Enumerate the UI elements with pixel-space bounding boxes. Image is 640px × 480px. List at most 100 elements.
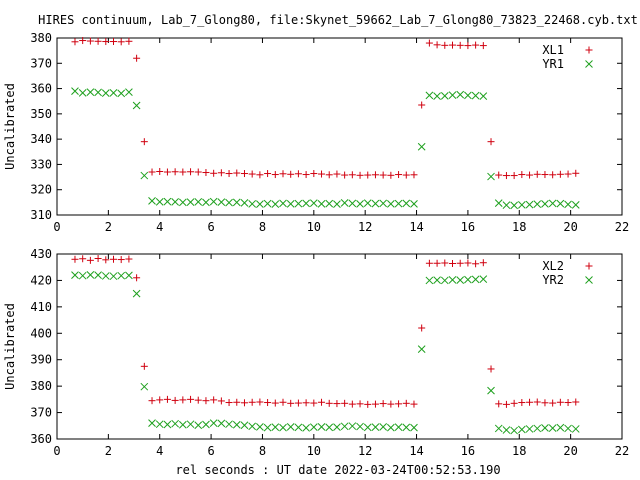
data-point bbox=[163, 168, 171, 176]
y-tick-label: 370 bbox=[30, 406, 52, 420]
data-point bbox=[294, 199, 303, 208]
data-point bbox=[155, 197, 164, 206]
data-point bbox=[194, 396, 202, 404]
data-point bbox=[271, 171, 279, 179]
x-tick-label: 4 bbox=[156, 220, 163, 234]
data-point bbox=[133, 54, 141, 62]
data-point bbox=[564, 399, 572, 407]
data-point bbox=[102, 256, 110, 264]
data-point bbox=[179, 396, 187, 404]
data-point bbox=[186, 198, 195, 206]
data-point bbox=[94, 254, 102, 262]
data-point bbox=[187, 395, 195, 403]
data-point bbox=[86, 271, 95, 279]
x-tick-label: 16 bbox=[461, 444, 475, 458]
y-tick-label: 320 bbox=[30, 183, 52, 197]
data-point bbox=[464, 275, 472, 284]
data-point bbox=[279, 423, 287, 432]
series-XL2 bbox=[71, 254, 580, 408]
x-tick-label: 6 bbox=[207, 444, 214, 458]
x-tick-label: 8 bbox=[259, 444, 266, 458]
data-point bbox=[410, 423, 418, 432]
data-point bbox=[256, 200, 264, 208]
data-point bbox=[294, 423, 303, 432]
x-tick-label: 6 bbox=[207, 220, 214, 234]
data-point bbox=[556, 398, 564, 406]
data-point bbox=[471, 91, 480, 100]
data-point bbox=[302, 199, 310, 208]
data-point bbox=[79, 37, 87, 45]
data-point bbox=[210, 169, 218, 177]
y-tick-label: 400 bbox=[30, 326, 52, 340]
data-point bbox=[548, 424, 557, 433]
data-point bbox=[117, 38, 125, 46]
data-point bbox=[518, 171, 526, 179]
data-point bbox=[264, 170, 272, 178]
data-point bbox=[533, 170, 541, 178]
data-point bbox=[287, 399, 295, 407]
data-point bbox=[479, 275, 488, 283]
data-point bbox=[202, 420, 210, 429]
data-point bbox=[256, 398, 264, 406]
data-point bbox=[148, 168, 156, 176]
x-tick-label: 2 bbox=[105, 444, 112, 458]
data-point bbox=[363, 423, 372, 432]
data-point bbox=[526, 398, 534, 406]
data-point bbox=[394, 199, 403, 208]
data-point bbox=[564, 170, 572, 178]
data-point bbox=[494, 424, 503, 433]
data-point bbox=[487, 138, 495, 146]
data-point bbox=[225, 198, 233, 207]
data-point bbox=[340, 422, 349, 431]
data-point bbox=[425, 39, 433, 47]
data-point bbox=[317, 422, 326, 431]
data-point bbox=[379, 422, 388, 431]
data-point bbox=[71, 38, 79, 46]
data-point bbox=[379, 199, 388, 208]
data-point bbox=[533, 200, 542, 208]
data-point bbox=[487, 386, 495, 395]
data-point bbox=[256, 422, 264, 431]
data-point bbox=[187, 168, 195, 176]
data-point bbox=[402, 423, 411, 432]
data-point bbox=[417, 142, 426, 151]
data-point bbox=[102, 38, 110, 46]
data-point bbox=[356, 422, 364, 431]
data-point bbox=[371, 171, 379, 179]
data-point bbox=[310, 170, 318, 178]
data-point bbox=[309, 199, 318, 207]
data-point bbox=[140, 362, 148, 370]
data-point bbox=[294, 399, 302, 407]
data-point bbox=[456, 276, 465, 285]
data-point bbox=[279, 170, 287, 178]
data-point bbox=[171, 168, 179, 176]
data-point bbox=[210, 396, 218, 404]
data-point bbox=[309, 423, 318, 431]
data-point bbox=[517, 201, 526, 209]
data-point bbox=[86, 256, 94, 264]
data-point bbox=[294, 170, 302, 178]
data-point bbox=[202, 169, 210, 177]
data-point bbox=[232, 420, 241, 429]
data-point bbox=[356, 171, 364, 179]
x-tick-label: 22 bbox=[615, 444, 629, 458]
data-point bbox=[549, 171, 557, 179]
data-point bbox=[302, 424, 310, 432]
data-point bbox=[556, 199, 565, 208]
data-point bbox=[318, 170, 326, 178]
data-point bbox=[541, 200, 549, 208]
data-point bbox=[525, 425, 534, 433]
x-tick-label: 14 bbox=[409, 220, 423, 234]
data-point bbox=[371, 400, 379, 408]
data-point bbox=[556, 170, 564, 178]
x-tick-label: 18 bbox=[512, 444, 526, 458]
data-point bbox=[541, 171, 549, 179]
data-point bbox=[117, 256, 125, 264]
y-tick-label: 360 bbox=[30, 82, 52, 96]
data-point bbox=[395, 171, 403, 179]
data-point bbox=[271, 423, 280, 431]
data-point bbox=[541, 424, 549, 432]
data-point bbox=[456, 41, 464, 49]
data-point bbox=[217, 169, 225, 177]
